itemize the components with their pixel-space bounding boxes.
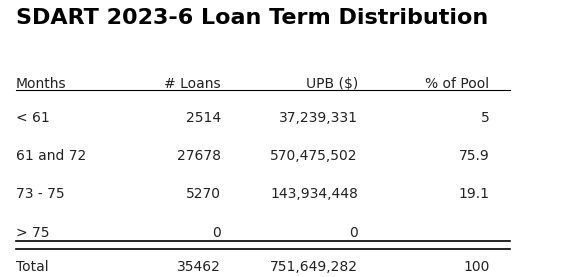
Text: 35462: 35462: [177, 260, 221, 274]
Text: Total: Total: [16, 260, 48, 274]
Text: 570,475,502: 570,475,502: [270, 149, 358, 163]
Text: 100: 100: [463, 260, 490, 274]
Text: 5270: 5270: [186, 188, 221, 201]
Text: 0: 0: [212, 226, 221, 240]
Text: 5: 5: [481, 111, 490, 125]
Text: SDART 2023-6 Loan Term Distribution: SDART 2023-6 Loan Term Distribution: [16, 8, 488, 28]
Text: 143,934,448: 143,934,448: [270, 188, 358, 201]
Text: 751,649,282: 751,649,282: [270, 260, 358, 274]
Text: % of Pool: % of Pool: [425, 77, 490, 91]
Text: < 61: < 61: [16, 111, 50, 125]
Text: UPB ($): UPB ($): [306, 77, 358, 91]
Text: 0: 0: [349, 226, 358, 240]
Text: 27678: 27678: [177, 149, 221, 163]
Text: 37,239,331: 37,239,331: [279, 111, 358, 125]
Text: Months: Months: [16, 77, 67, 91]
Text: > 75: > 75: [16, 226, 49, 240]
Text: 73 - 75: 73 - 75: [16, 188, 64, 201]
Text: 19.1: 19.1: [458, 188, 490, 201]
Text: 75.9: 75.9: [459, 149, 490, 163]
Text: 61 and 72: 61 and 72: [16, 149, 86, 163]
Text: 2514: 2514: [186, 111, 221, 125]
Text: # Loans: # Loans: [164, 77, 221, 91]
